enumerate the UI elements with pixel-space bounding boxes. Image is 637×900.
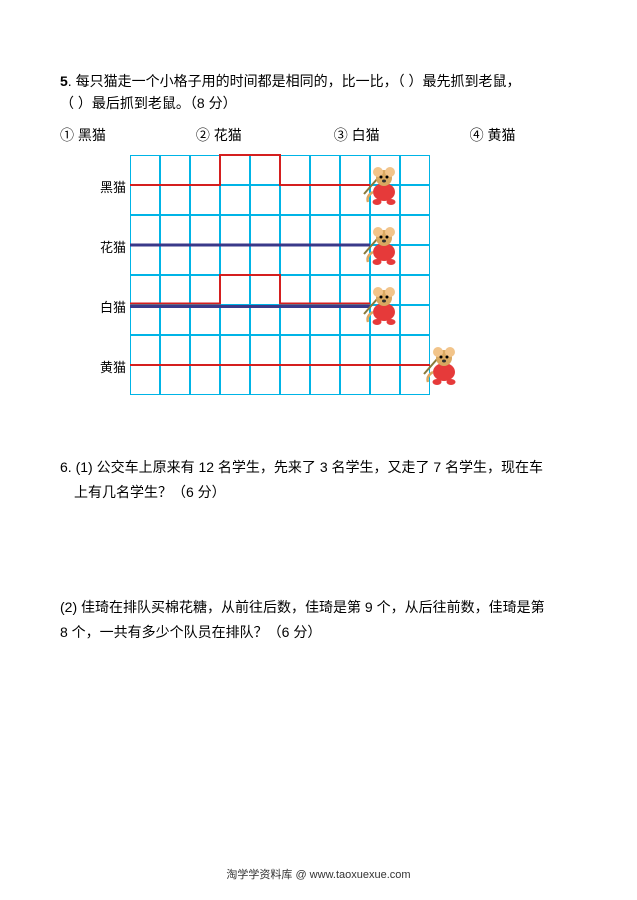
grid-cell <box>220 275 250 305</box>
option-1: ① 黑猫 <box>60 125 106 145</box>
row-label: 黄猫 <box>90 357 126 376</box>
grid-cell <box>190 275 220 305</box>
grid-cell <box>280 245 310 275</box>
q6-sub2-l2: 8 个，一共有多少个队员在排队？（6 分） <box>60 624 321 640</box>
grid-cell <box>280 155 310 185</box>
grid-cell <box>190 305 220 335</box>
grid-cell <box>250 305 280 335</box>
q5-stem: 5. 每只猫走一个小格子用的时间都是相同的，比一比，（ ）最先抓到老鼠， （ ）… <box>60 70 577 115</box>
option-4: ④ 黄猫 <box>470 125 516 145</box>
grid-cell <box>400 155 430 185</box>
row-label: 花猫 <box>90 237 126 256</box>
grid-cell <box>160 185 190 215</box>
row-label: 黑猫 <box>90 177 126 196</box>
grid-cell <box>250 185 280 215</box>
grid-cell <box>310 245 340 275</box>
grid-cell <box>190 215 220 245</box>
grid-cell <box>220 215 250 245</box>
grid-cell <box>250 215 280 245</box>
grid-cell <box>160 335 190 365</box>
grid-chart: 黑猫花猫白猫黄猫 <box>130 155 490 395</box>
grid-cell <box>370 365 400 395</box>
grid-cell <box>400 305 430 335</box>
grid-cell <box>340 365 370 395</box>
grid-cell <box>310 275 340 305</box>
grid-cell <box>280 365 310 395</box>
grid-cell <box>310 215 340 245</box>
q6-number: 6 <box>60 459 68 475</box>
q6-sub1-l1: . (1) 公交车上原来有 12 名学生，先来了 3 名学生，又走了 7 名学生… <box>68 459 543 475</box>
q5-line1: . 每只猫走一个小格子用的时间都是相同的，比一比，（ ）最先抓到老鼠， <box>68 73 521 89</box>
q5-options: ① 黑猫 ② 花猫 ③ 白猫 ④ 黄猫 <box>60 125 577 145</box>
grid-cell <box>220 335 250 365</box>
grid-cell <box>310 185 340 215</box>
q5-number: 5 <box>60 73 68 89</box>
footer: 淘学学资料库 @ www.taoxuexue.com <box>0 866 637 882</box>
grid-cell <box>250 245 280 275</box>
grid-cell <box>340 335 370 365</box>
grid-cell <box>310 335 340 365</box>
row-label: 白猫 <box>90 297 126 316</box>
grid-cell <box>130 275 160 305</box>
grid-cell <box>160 245 190 275</box>
grid-cell <box>280 305 310 335</box>
grid-cell <box>220 245 250 275</box>
grid-cell <box>190 245 220 275</box>
grid-cell <box>220 185 250 215</box>
option-2: ② 花猫 <box>196 125 242 145</box>
grid-cell <box>310 305 340 335</box>
grid-cell <box>160 305 190 335</box>
grid-cell <box>250 275 280 305</box>
mouse-icon <box>360 284 404 328</box>
q6-sub1-l2: 上有几名学生？（6 分） <box>60 484 226 500</box>
grid-cell <box>400 245 430 275</box>
grid-cell <box>130 335 160 365</box>
mouse-icon <box>360 164 404 208</box>
q6-sub2: (2) 佳琦在排队买棉花糖，从前往后数，佳琦是第 9 个，从后往前数，佳琦是第 … <box>60 595 577 645</box>
grid-cell <box>130 365 160 395</box>
q6: 6. (1) 公交车上原来有 12 名学生，先来了 3 名学生，又走了 7 名学… <box>60 455 577 646</box>
grid-cell <box>130 245 160 275</box>
grid-cell <box>190 185 220 215</box>
grid-cell <box>130 305 160 335</box>
grid-cell <box>190 335 220 365</box>
grid-cell <box>280 335 310 365</box>
grid-cell <box>190 365 220 395</box>
grid-cell <box>250 335 280 365</box>
grid-cell <box>160 365 190 395</box>
grid-cell <box>130 185 160 215</box>
grid-cell <box>400 215 430 245</box>
grid-cell <box>130 155 160 185</box>
mouse-icon <box>360 224 404 268</box>
grid-cell <box>370 335 400 365</box>
grid-cell <box>400 185 430 215</box>
grid-cell <box>250 365 280 395</box>
grid-cell <box>220 365 250 395</box>
grid-cell <box>280 185 310 215</box>
option-3: ③ 白猫 <box>334 125 380 145</box>
grid-cell <box>310 365 340 395</box>
grid-cell <box>310 155 340 185</box>
grid-cell <box>400 275 430 305</box>
grid-cell <box>160 155 190 185</box>
grid-cell <box>280 215 310 245</box>
grid-cell <box>280 275 310 305</box>
grid-cell <box>190 155 220 185</box>
q6-sub1: 6. (1) 公交车上原来有 12 名学生，先来了 3 名学生，又走了 7 名学… <box>60 455 577 505</box>
q6-sub2-l1: (2) 佳琦在排队买棉花糖，从前往后数，佳琦是第 9 个，从后往前数，佳琦是第 <box>60 599 545 615</box>
grid-cell <box>130 215 160 245</box>
q5-line2: （ ）最后抓到老鼠。（8 分） <box>60 95 237 111</box>
grid-cell <box>220 155 250 185</box>
grid-cell <box>160 275 190 305</box>
grid-cell <box>250 155 280 185</box>
grid-cell <box>220 305 250 335</box>
page: 5. 每只猫走一个小格子用的时间都是相同的，比一比，（ ）最先抓到老鼠， （ ）… <box>0 0 637 686</box>
mouse-icon <box>420 344 464 388</box>
grid-cell <box>160 215 190 245</box>
